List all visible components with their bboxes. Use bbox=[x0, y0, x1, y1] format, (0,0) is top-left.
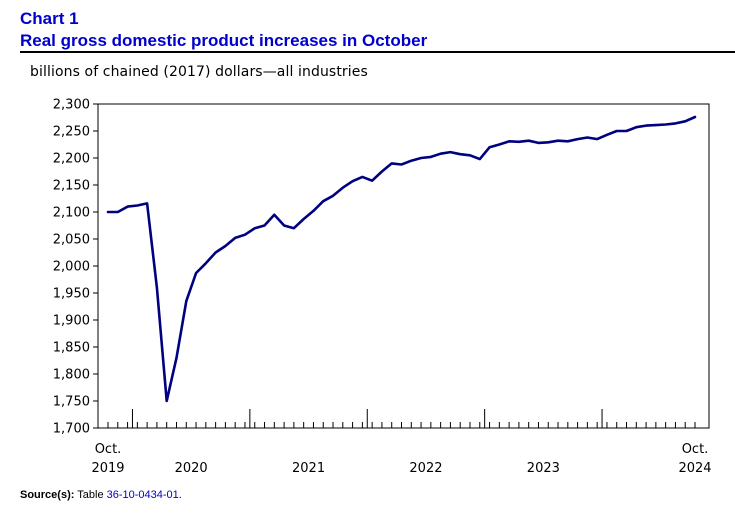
chart-header: Chart 1 Real gross domestic product incr… bbox=[20, 8, 427, 51]
y-axis: 1,700 1,750 1,800 1,850 1,900 1,950 2,000 2,050… bbox=[53, 98, 98, 437]
series-layer bbox=[106, 115, 697, 403]
header-divider bbox=[20, 51, 735, 53]
x-tick-label: Oct. bbox=[682, 442, 709, 457]
x-tick-label: 2021 bbox=[292, 461, 325, 476]
y-tick-label: 2,100 bbox=[53, 206, 90, 221]
units-label: billions of chained (2017) dollars—all i… bbox=[30, 64, 368, 80]
source-label: Source(s): bbox=[20, 489, 75, 501]
x-tick-label: 2022 bbox=[409, 461, 442, 476]
source-suffix: . bbox=[178, 489, 182, 501]
y-tick-label: 1,800 bbox=[53, 368, 90, 383]
y-tick-label: 1,950 bbox=[53, 287, 90, 302]
plot-area-frame bbox=[97, 103, 710, 429]
x-tick-label: 2020 bbox=[175, 461, 208, 476]
chart-title: Real gross domestic product increases in… bbox=[20, 31, 428, 50]
source-table-link[interactable]: 36-10-0434-01 bbox=[106, 489, 179, 501]
source-prefix: Table bbox=[77, 489, 107, 501]
y-tick-label: 2,000 bbox=[53, 260, 90, 275]
y-tick-label: 2,050 bbox=[53, 233, 90, 248]
y-tick-label: 1,900 bbox=[53, 314, 90, 329]
x-axis: Oct. 2019 2020 2021 2022 2023 Oct. 2024 bbox=[91, 409, 712, 476]
chart-number: Chart 1 bbox=[20, 9, 79, 28]
x-tick-label: 2023 bbox=[527, 461, 560, 476]
y-tick-label: 1,850 bbox=[53, 341, 90, 356]
x-tick-label: 2019 bbox=[91, 461, 124, 476]
y-tick-label: 2,150 bbox=[53, 179, 90, 194]
y-tick-label: 2,200 bbox=[53, 152, 90, 167]
source-note: Source(s): Table 36-10-0434-01. bbox=[20, 489, 182, 501]
y-tick-label: 1,750 bbox=[53, 395, 90, 410]
series-line-gdp bbox=[106, 115, 697, 403]
y-tick-label: 1,700 bbox=[53, 422, 90, 437]
y-tick-label: 2,300 bbox=[53, 98, 90, 113]
y-tick-label: 2,250 bbox=[53, 125, 90, 140]
x-tick-label: Oct. bbox=[95, 442, 122, 457]
x-tick-label: 2024 bbox=[678, 461, 711, 476]
